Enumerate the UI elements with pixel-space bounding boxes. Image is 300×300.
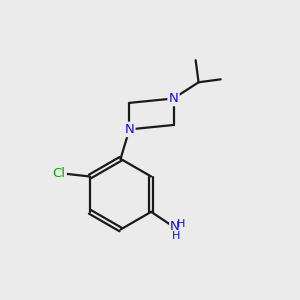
- Text: Cl: Cl: [52, 167, 65, 180]
- Text: H: H: [172, 231, 180, 241]
- Text: N: N: [170, 220, 180, 233]
- Text: H: H: [177, 219, 186, 229]
- Text: N: N: [124, 123, 134, 136]
- Text: N: N: [169, 92, 178, 105]
